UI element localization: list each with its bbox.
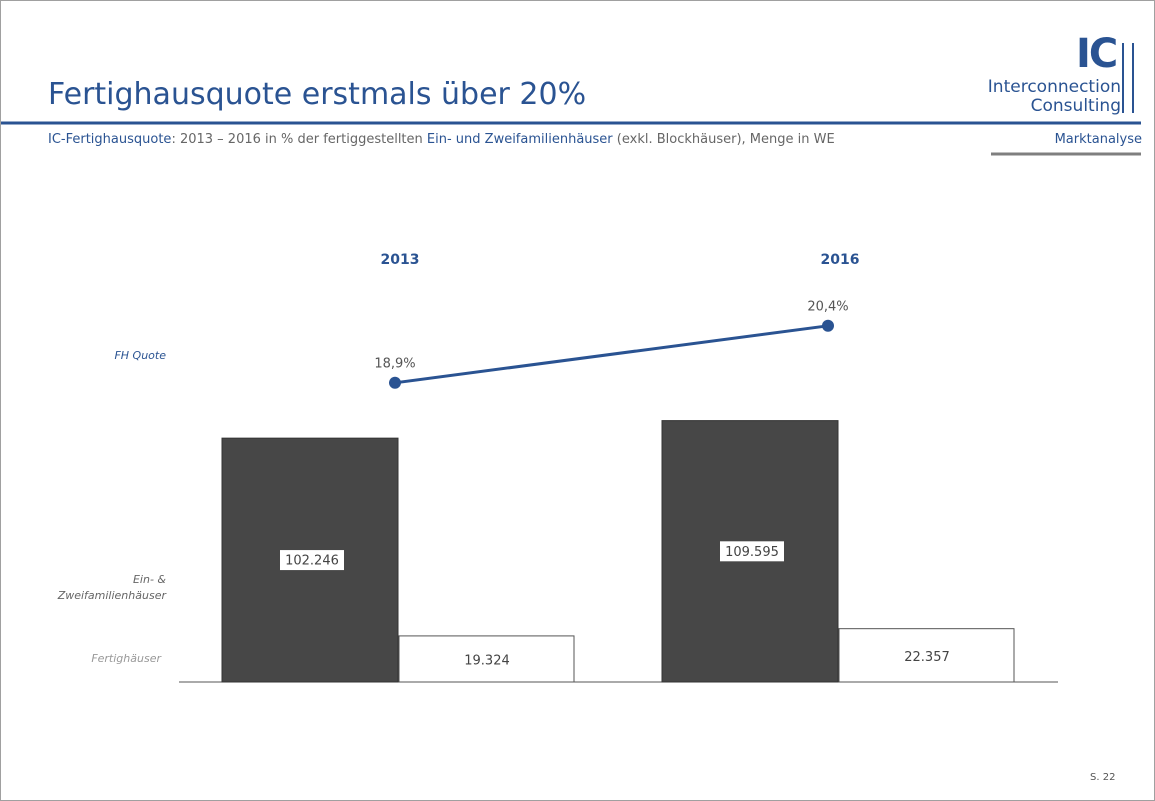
line-point (389, 376, 401, 389)
subtitle: IC-Fertighausquote: 2013 – 2016 in % der… (48, 132, 835, 147)
value-label-box (720, 541, 784, 562)
value-label: 22.357 (904, 650, 950, 665)
subtitle-part: IC-Fertighausquote (48, 132, 172, 147)
category-label: 2013 (381, 252, 420, 268)
series-label: Fertighäuser (91, 652, 161, 665)
logo-mark: IC (1076, 31, 1118, 77)
bar (838, 628, 1015, 683)
logo-text: Consulting (1030, 96, 1121, 116)
page-number: S. 22 (1090, 772, 1116, 783)
bar (398, 635, 575, 683)
series-label: Ein- & Zweifamilienhäuser (57, 573, 166, 602)
line-point (822, 319, 834, 332)
subtitle-part: : 2013 – 2016 in % der fertiggestellten (171, 132, 427, 147)
value-label-box (280, 550, 344, 571)
line-value-label: 20,4% (807, 299, 848, 314)
title: Fertighausquote erstmals über 20% (48, 77, 587, 112)
line-value-label: 18,9% (374, 356, 415, 371)
category-label: 2016 (821, 252, 860, 268)
subtitle-part: Ein- und Zweifamilienhäuser (426, 132, 613, 147)
line-label: FH Quote (114, 349, 166, 362)
line (394, 324, 829, 385)
value-label: 102.246 (285, 554, 339, 569)
subtitle-part: (exkl. Blockhäuser), Menge in WE (612, 132, 835, 147)
logo-text: Interconnection (987, 77, 1121, 97)
section-label: Marktanalyse (1054, 132, 1142, 147)
value-label: 109.595 (725, 545, 779, 560)
value-label: 19.324 (464, 653, 510, 668)
